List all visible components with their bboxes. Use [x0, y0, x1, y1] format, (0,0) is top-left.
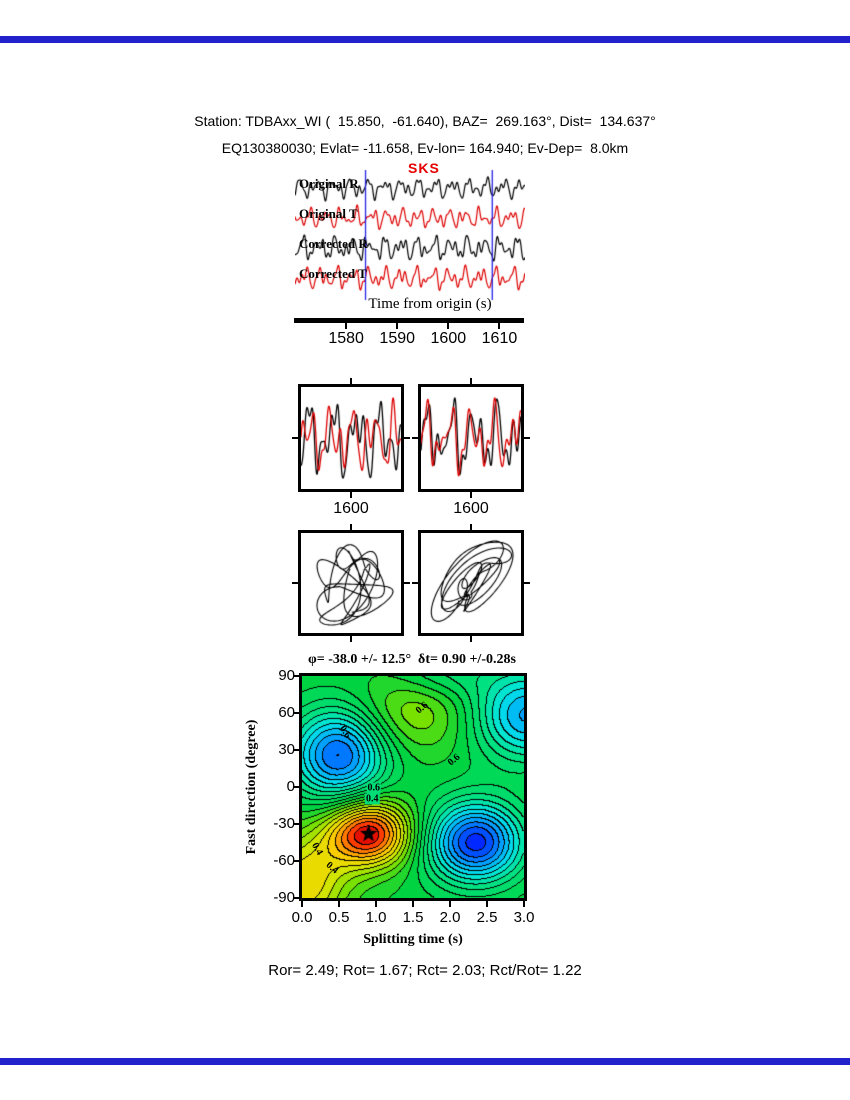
tick-mark — [523, 901, 525, 907]
tick-mark — [404, 437, 410, 439]
wave-panel-tick-label-corrected: 1600 — [453, 500, 489, 517]
contour-ytick-label: -90 — [273, 889, 295, 906]
time-tick-label: 1610 — [481, 330, 518, 347]
contour-xtick-label: 0.5 — [328, 909, 350, 926]
contour-plot-frame — [299, 673, 527, 901]
contour-canvas — [302, 676, 524, 898]
tick-mark — [293, 823, 299, 825]
tick-mark — [350, 636, 352, 642]
waveform-canvas-corrected — [421, 387, 521, 489]
contour-ytick-label: 90 — [278, 667, 295, 684]
contour-xtick-label: 1.0 — [365, 909, 387, 926]
time-axis-title: Time from origin (s) — [368, 296, 492, 312]
phase-label-sks: SKS — [408, 160, 440, 176]
contour-xtick-label: 1.5 — [402, 909, 424, 926]
contour-xlabel: Splitting time (s) — [363, 932, 463, 947]
waveform-canvas-original — [301, 387, 401, 489]
tick-mark — [292, 582, 298, 584]
particle-motion-panel-corrected — [418, 530, 524, 636]
time-axis-bar — [294, 318, 524, 323]
tick-mark — [404, 582, 410, 584]
particle-motion-canvas-original — [301, 533, 401, 633]
tick-mark — [396, 323, 399, 329]
particle-motion-panel-original — [298, 530, 404, 636]
tick-mark — [486, 901, 488, 907]
tick-mark — [301, 901, 303, 907]
page-border-bottom — [0, 1058, 850, 1065]
contour-ytick-label: 30 — [278, 741, 295, 758]
tick-mark — [447, 323, 450, 329]
tick-mark — [412, 901, 414, 907]
tick-mark — [412, 582, 418, 584]
waveform-panel-corrected — [418, 384, 524, 492]
tick-mark — [293, 749, 299, 751]
trace-label-corrected-r: Corrected R — [299, 236, 368, 251]
tick-mark — [412, 437, 418, 439]
station-info-line: Station: TDBAxx_WI ( 15.850, -61.640), B… — [194, 113, 656, 129]
seismogram-traces-canvas — [295, 163, 525, 308]
contour-xtick-label: 0.0 — [291, 909, 313, 926]
waveform-panel-original — [298, 384, 404, 492]
contour-ytick-label: 60 — [278, 704, 295, 721]
time-tick-label: 1600 — [430, 330, 467, 347]
trace-label-original-t: Original T — [299, 206, 358, 221]
tick-mark — [375, 901, 377, 907]
tick-mark — [350, 492, 352, 498]
tick-mark — [470, 636, 472, 642]
tick-mark — [338, 901, 340, 907]
page-border-top — [0, 36, 850, 43]
wave-panel-tick-label-original: 1600 — [333, 500, 369, 517]
tick-mark — [293, 860, 299, 862]
stats-line: Ror= 2.49; Rot= 1.67; Rct= 2.03; Rct/Rot… — [268, 962, 582, 979]
event-info-line: EQ130380030; Evlat= -11.658, Ev-lon= 164… — [221, 140, 629, 156]
tick-mark — [350, 524, 352, 530]
tick-mark — [293, 675, 299, 677]
contour-xtick-label: 2.5 — [476, 909, 498, 926]
tick-mark — [292, 437, 298, 439]
tick-mark — [470, 492, 472, 498]
contour-xtick-label: 2.0 — [439, 909, 461, 926]
contour-xtick-label: 3.0 — [513, 909, 535, 926]
time-tick-label: 1580 — [328, 330, 364, 347]
tick-mark — [449, 901, 451, 907]
contour-title: φ= -38.0 +/- 12.5° δt= 0.90 +/-0.28s — [308, 652, 516, 667]
tick-mark — [293, 712, 299, 714]
tick-mark — [524, 437, 530, 439]
tick-mark — [293, 786, 299, 788]
trace-label-corrected-t: Corrected T — [299, 266, 367, 281]
time-tick-label: 1590 — [379, 330, 416, 347]
contour-ytick-label: 0 — [286, 778, 295, 795]
tick-mark — [293, 897, 299, 899]
tick-mark — [345, 323, 348, 329]
contour-ytick-label: -60 — [273, 852, 295, 869]
tick-mark — [350, 378, 352, 384]
trace-label-original-r: Original R — [299, 176, 359, 191]
contour-ytick-label: -30 — [273, 815, 295, 832]
tick-mark — [470, 524, 472, 530]
tick-mark — [498, 323, 501, 329]
tick-mark — [524, 582, 530, 584]
tick-mark — [470, 378, 472, 384]
particle-motion-canvas-corrected — [421, 533, 521, 633]
